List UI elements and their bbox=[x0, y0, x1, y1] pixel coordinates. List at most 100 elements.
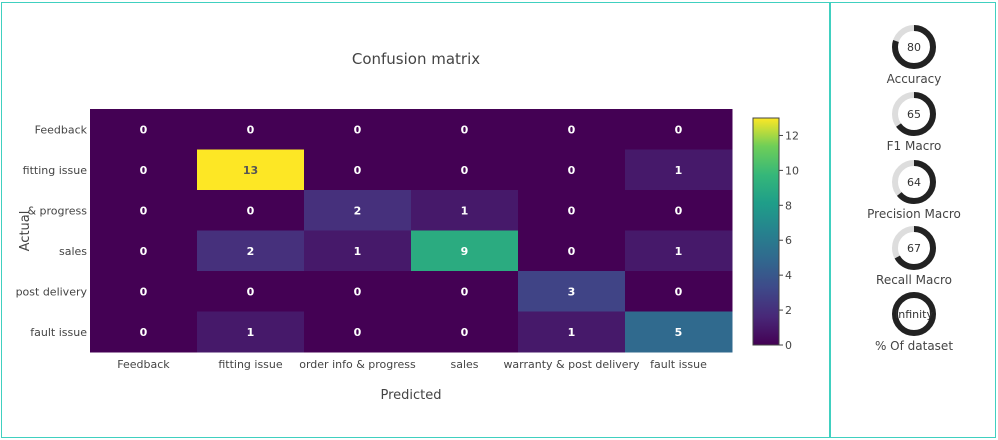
metric-gauge: 67 Recall Macro bbox=[831, 224, 997, 287]
cell-value-label: 2 bbox=[247, 245, 255, 258]
x-tick-label: warranty & post delivery bbox=[503, 358, 640, 371]
y-tick-label: post delivery bbox=[16, 285, 88, 298]
cell-value-label: 0 bbox=[140, 164, 148, 177]
heatmap-cell bbox=[518, 271, 626, 312]
heatmap-cell bbox=[625, 311, 733, 353]
colorbar-tick-labels: 0 2 4 6 8 10 12 bbox=[779, 129, 799, 352]
gauge-value: 67 bbox=[907, 242, 921, 255]
cell-value-label: 0 bbox=[354, 326, 362, 339]
cell-value-label: 0 bbox=[568, 164, 576, 177]
heatmap-cell bbox=[304, 149, 412, 191]
heatmap-cell bbox=[90, 230, 198, 272]
heatmap-cell bbox=[411, 190, 519, 231]
y-tick-label: fault issue bbox=[30, 326, 87, 339]
heatmap-cell bbox=[304, 109, 412, 150]
cell-value-label: 0 bbox=[461, 123, 469, 136]
colorbar-tick-label: 12 bbox=[785, 129, 799, 142]
heatmap-cell bbox=[625, 109, 733, 150]
heatmap-cell bbox=[304, 230, 412, 272]
y-tick-label: Feedback bbox=[35, 123, 88, 136]
colorbar-tick-label: 6 bbox=[785, 234, 792, 247]
heatmap-cell bbox=[411, 109, 519, 150]
heatmap-cell bbox=[90, 109, 198, 150]
y-tick-label: fitting issue bbox=[23, 164, 88, 177]
cell-value-label: 0 bbox=[140, 204, 148, 217]
heatmap-cell bbox=[304, 190, 412, 231]
x-tick-label: fitting issue bbox=[218, 358, 283, 371]
cell-value-label: 0 bbox=[140, 326, 148, 339]
metric-label: F1 Macro bbox=[886, 139, 942, 153]
cell-value-label: 0 bbox=[354, 123, 362, 136]
gauge-value: 65 bbox=[907, 108, 921, 121]
gauge-value: 64 bbox=[907, 176, 921, 189]
metric-label: Recall Macro bbox=[876, 273, 952, 287]
y-tick-label: & progress bbox=[27, 204, 87, 217]
y-tick-labels: Feedback fitting issue & progress sales post… bbox=[16, 123, 88, 339]
metric-label: Accuracy bbox=[886, 72, 942, 86]
heatmap-cell bbox=[625, 149, 733, 191]
heatmap-cell bbox=[518, 149, 626, 191]
heatmap-cell bbox=[197, 190, 305, 231]
y-axis-title-group: Actual bbox=[18, 211, 33, 252]
cell-value-label: 0 bbox=[568, 123, 576, 136]
gauge-fill bbox=[892, 226, 936, 270]
heatmap-cell bbox=[518, 230, 626, 272]
heatmap-cell bbox=[197, 271, 305, 312]
colorbar-tick-label: 4 bbox=[785, 269, 792, 282]
metric-label: Precision Macro bbox=[867, 207, 961, 221]
metric-gauge: 64 Precision Macro bbox=[831, 158, 997, 221]
heatmap-cell bbox=[625, 271, 733, 312]
gauge-ring: 67 bbox=[892, 226, 936, 270]
x-tick-labels: Feedback fitting issue order info & progre… bbox=[117, 358, 707, 371]
heatmap-cell bbox=[625, 230, 733, 272]
cell-value-label: 1 bbox=[675, 164, 683, 177]
heatmap-cells bbox=[90, 109, 733, 353]
gauge-fill bbox=[892, 160, 936, 204]
colorbar-tick-label: 2 bbox=[785, 304, 792, 317]
y-tick-label: sales bbox=[59, 245, 87, 258]
x-tick-label: sales bbox=[450, 358, 478, 371]
metric-gauge: 65 F1 Macro bbox=[831, 90, 997, 153]
gauge-ring: Infinity bbox=[892, 292, 936, 336]
heatmap-cell bbox=[197, 149, 305, 191]
gauge-value: Infinity bbox=[895, 308, 933, 321]
cell-value-label: 0 bbox=[675, 204, 683, 217]
heatmap-cell-labels: 0 0 0 0 0 0 0 13 0 0 0 1 0 0 2 1 0 0 0 2 1 9 0 1 0 0 0 0 3 0 0 1 0 0 1 5 bbox=[140, 123, 683, 339]
gauge-fill bbox=[892, 25, 936, 69]
gauge-ring: 65 bbox=[892, 92, 936, 136]
gauge-ring: 80 bbox=[892, 25, 936, 69]
cell-value-label: 1 bbox=[247, 326, 255, 339]
colorbar-tick-label: 0 bbox=[785, 339, 792, 352]
x-axis-title: Predicted bbox=[380, 388, 441, 403]
gauge-value: 80 bbox=[907, 41, 921, 54]
heatmap-cell bbox=[411, 311, 519, 353]
heatmap-cell bbox=[518, 311, 626, 353]
gauge-fill bbox=[892, 292, 936, 336]
cell-value-label: 0 bbox=[247, 123, 255, 136]
heatmap-cell bbox=[197, 311, 305, 353]
heatmap-cell bbox=[197, 109, 305, 150]
gauge-fill bbox=[892, 92, 936, 136]
cell-value-label: 1 bbox=[461, 204, 469, 217]
cell-value-label: 0 bbox=[568, 204, 576, 217]
cell-value-label: 1 bbox=[354, 245, 362, 258]
metric-gauge: 80 Accuracy bbox=[831, 23, 997, 86]
heatmap-cell bbox=[90, 190, 198, 231]
colorbar: 0 2 4 6 8 10 12 bbox=[752, 117, 799, 352]
cell-value-label: 0 bbox=[354, 285, 362, 298]
cell-value-label: 0 bbox=[140, 285, 148, 298]
gauge-ring: 64 bbox=[892, 160, 936, 204]
cell-value-label: 0 bbox=[354, 164, 362, 177]
x-tick-label: fault issue bbox=[650, 358, 707, 371]
cell-value-label: 0 bbox=[675, 123, 683, 136]
heatmap-cell bbox=[304, 311, 412, 353]
colorbar-tick-label: 10 bbox=[785, 164, 799, 177]
heatmap-cell bbox=[197, 230, 305, 272]
cell-value-label: 0 bbox=[461, 326, 469, 339]
cell-value-label: 1 bbox=[675, 245, 683, 258]
cell-value-label: 3 bbox=[568, 285, 576, 298]
cell-value-label: 0 bbox=[461, 164, 469, 177]
metric-label: % Of dataset bbox=[874, 339, 954, 353]
cell-value-label: 0 bbox=[247, 204, 255, 217]
